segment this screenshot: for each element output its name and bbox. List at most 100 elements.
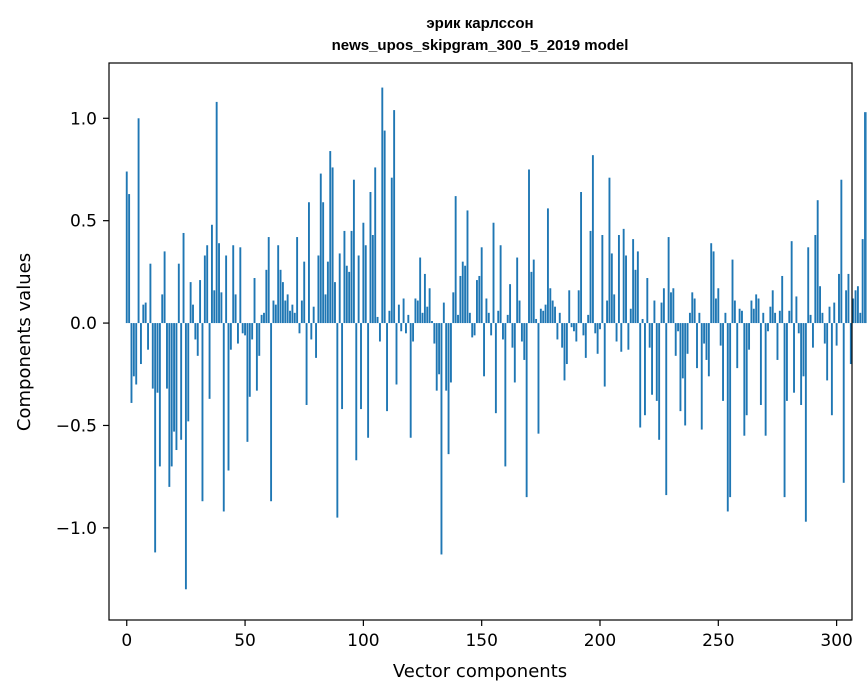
y-tick-label: −0.5: [56, 416, 97, 436]
bar-311: [861, 239, 864, 324]
bar-262: [745, 323, 748, 416]
bar-112: [390, 177, 393, 324]
bar-134: [442, 302, 445, 324]
bar-139: [454, 196, 457, 324]
bar-121: [412, 323, 415, 342]
bar-119: [407, 314, 410, 324]
bar-163: [511, 323, 514, 348]
bar-23: [180, 323, 183, 440]
bar-234: [679, 323, 682, 412]
bar-111: [388, 310, 391, 324]
chart-title: эрик карлссон: [426, 15, 533, 32]
bar-146: [471, 323, 474, 338]
bar-145: [468, 312, 471, 324]
bar-283: [795, 296, 798, 324]
bar-215: [634, 269, 637, 324]
bar-89: [336, 323, 339, 518]
bar-68: [286, 294, 289, 324]
bar-253: [724, 312, 727, 324]
bar-169: [525, 323, 528, 498]
bar-305: [847, 273, 850, 324]
bar-242: [698, 312, 701, 324]
bar-1: [128, 194, 131, 324]
bar-219: [644, 323, 646, 416]
bar-249: [714, 298, 717, 324]
bar-221: [648, 323, 651, 348]
bar-220: [646, 278, 649, 324]
bar-42: [225, 255, 228, 324]
bar-103: [369, 192, 372, 324]
bar-250: [717, 288, 720, 324]
bar-21: [175, 323, 178, 451]
bar-159: [502, 323, 504, 340]
bar-11: [151, 323, 154, 389]
bar-154: [490, 323, 493, 336]
bar-91: [341, 323, 344, 410]
bar-160: [504, 323, 507, 467]
bar-129: [431, 321, 433, 324]
bar-282: [793, 323, 795, 393]
x-tick-label: 250: [702, 631, 734, 651]
bar-153: [487, 312, 490, 324]
bar-173: [535, 318, 538, 324]
bar-216: [636, 251, 639, 324]
bar-98: [357, 255, 360, 324]
bar-127: [426, 306, 429, 324]
bar-100: [362, 222, 365, 324]
bar-212: [627, 323, 630, 350]
bar-48: [239, 247, 242, 324]
bar-244: [703, 323, 706, 344]
bar-291: [814, 235, 817, 324]
bar-74: [300, 300, 303, 324]
bar-252: [722, 323, 724, 401]
bar-82: [319, 173, 322, 324]
bar-64: [277, 245, 280, 324]
bar-157: [497, 310, 500, 324]
x-tick-label: 100: [347, 631, 379, 651]
bar-5: [137, 118, 140, 324]
bar-20: [173, 323, 176, 432]
bar-57: [260, 314, 263, 324]
bar-60: [267, 237, 270, 324]
bar-271: [767, 323, 769, 332]
bar-227: [662, 288, 665, 324]
bar-172: [532, 259, 535, 324]
bar-259: [738, 308, 741, 324]
bar-76: [305, 323, 308, 405]
bar-142: [461, 261, 464, 324]
bar-150: [480, 247, 483, 324]
bar-45: [232, 245, 235, 324]
bar-203: [606, 300, 609, 324]
bar-182: [556, 323, 559, 340]
bar-307: [852, 298, 855, 324]
bar-211: [625, 255, 627, 324]
bar-47: [237, 323, 239, 344]
bar-266: [755, 294, 758, 324]
bar-166: [518, 300, 521, 324]
bar-194: [584, 323, 587, 358]
bar-199: [596, 323, 599, 354]
bar-109: [383, 130, 386, 324]
bar-254: [726, 323, 729, 512]
bar-284: [797, 323, 800, 334]
bar-289: [809, 314, 812, 324]
bar-310: [859, 312, 862, 324]
bar-286: [802, 323, 805, 377]
bar-197: [591, 155, 594, 324]
bar-306: [849, 323, 852, 365]
bar-30: [196, 323, 199, 356]
bar-273: [771, 290, 774, 324]
bar-277: [781, 275, 784, 324]
bar-90: [338, 253, 341, 324]
bar-15: [161, 294, 164, 324]
bar-186: [565, 323, 568, 365]
bar-294: [821, 312, 824, 324]
bar-94: [348, 271, 351, 324]
bar-18: [168, 323, 171, 487]
bar-175: [539, 308, 542, 324]
bar-17: [166, 323, 168, 389]
bar-55: [255, 323, 258, 391]
bar-52: [248, 323, 251, 397]
bar-128: [428, 288, 431, 324]
